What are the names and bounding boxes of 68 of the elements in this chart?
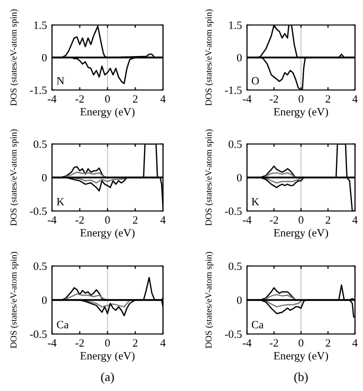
y-tick-label: 0 xyxy=(237,54,242,62)
x-tick-label: 4 xyxy=(352,95,358,103)
y-tick-label: 0 xyxy=(237,174,242,182)
x-tick-label: -2 xyxy=(270,339,278,347)
y-tick-label: -0.5 xyxy=(224,330,242,338)
x-axis-title: Energy (eV) xyxy=(80,352,135,362)
y-tick-label: -0.5 xyxy=(30,207,47,216)
x-tick-label: -4 xyxy=(242,95,252,103)
y-tick-label: -0.5 xyxy=(30,330,47,338)
x-tick-label: -2 xyxy=(76,95,84,103)
x-tick-label: 4 xyxy=(160,95,166,103)
y-tick-label: 0.5 xyxy=(34,140,47,148)
y-tick-label: 0.5 xyxy=(228,262,242,270)
x-tick-label: 4 xyxy=(352,216,358,224)
text: (a) xyxy=(101,372,114,384)
x-axis-title: Energy (eV) xyxy=(274,228,328,239)
x-axis-title: Energy (eV) xyxy=(274,352,328,362)
x-tick-label: 0 xyxy=(105,339,110,347)
y-axis-title: DOS (states/eV-atom spin) xyxy=(205,9,214,106)
y-axis-title: DOS (states/eV-atom spin) xyxy=(205,252,214,348)
x-tick-label: -2 xyxy=(76,339,84,347)
x-tick-label: 2 xyxy=(132,216,138,224)
x-tick-label: -4 xyxy=(48,216,56,224)
x-tick-label: -2 xyxy=(270,95,278,103)
y-axis-title: DOS (states/eV-atom spin) xyxy=(10,252,18,348)
y-tick-label: 0.5 xyxy=(228,140,242,148)
x-tick-label: 2 xyxy=(132,95,138,103)
x-tick-label: 2 xyxy=(326,95,330,103)
x-tick-label: -4 xyxy=(48,95,56,103)
annotation: O xyxy=(252,77,259,84)
x-tick-label: 0 xyxy=(298,95,304,103)
x-tick-label: 0 xyxy=(298,216,304,224)
x-axis-title: Energy (eV) xyxy=(80,228,135,239)
annotation: N xyxy=(56,77,64,84)
x-tick-label: -2 xyxy=(270,216,278,224)
y-tick-label: 1.5 xyxy=(34,22,47,30)
x-tick-label: -4 xyxy=(48,339,56,347)
y-tick-label: 0 xyxy=(42,296,47,304)
y-tick-label: 0 xyxy=(42,54,47,62)
annotation: K xyxy=(56,198,64,206)
y-tick-label: 0 xyxy=(237,296,242,304)
y-axis-title: DOS (states/eV-atom spin) xyxy=(10,129,18,226)
y-tick-label: -1.5 xyxy=(224,86,242,94)
x-tick-label: 0 xyxy=(105,216,110,224)
x-tick-label: 2 xyxy=(326,339,330,347)
text: (b) xyxy=(294,372,308,384)
x-axis-title: Energy (eV) xyxy=(274,108,328,118)
y-tick-label: 1.5 xyxy=(229,22,242,30)
x-tick-label: 2 xyxy=(132,339,138,347)
annotation: Ca xyxy=(252,320,264,328)
annotation: Ca xyxy=(56,320,69,328)
annotation: K xyxy=(252,198,260,206)
x-tick-label: 4 xyxy=(352,339,358,347)
x-axis-title: Energy (eV) xyxy=(80,108,135,118)
x-tick-label: 0 xyxy=(105,95,110,103)
y-axis-title: DOS (states/eV-atom spin) xyxy=(205,129,214,226)
y-axis-title: DOS (states/eV-atom spin) xyxy=(10,9,18,106)
y-tick-label: -0.5 xyxy=(224,207,242,216)
y-tick-label: -1.5 xyxy=(30,86,47,94)
x-tick-label: -4 xyxy=(242,216,252,224)
y-tick-label: 0 xyxy=(42,174,47,182)
x-tick-label: 2 xyxy=(326,216,330,224)
x-tick-label: 4 xyxy=(160,339,166,347)
x-tick-label: 4 xyxy=(160,216,166,224)
x-tick-label: 0 xyxy=(298,339,304,347)
x-tick-label: -4 xyxy=(242,339,252,347)
x-tick-label: -2 xyxy=(76,216,84,224)
y-tick-label: 0.5 xyxy=(34,262,47,270)
